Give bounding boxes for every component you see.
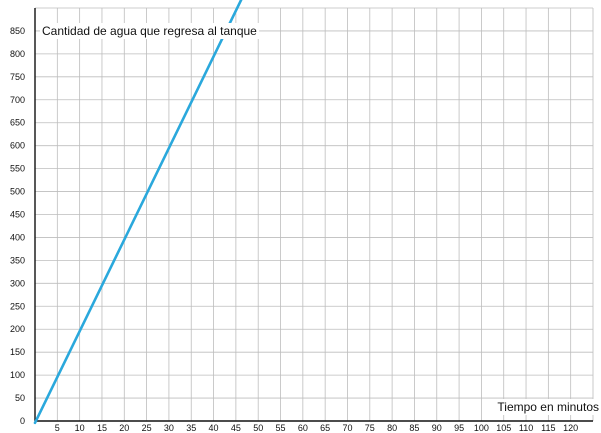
- grid-lines: [35, 7, 594, 421]
- x-tick-label: 50: [253, 423, 263, 433]
- y-tick-label: 400: [10, 232, 25, 242]
- x-tick-label: 35: [186, 423, 196, 433]
- x-tick-label: 115: [541, 423, 555, 433]
- y-tick-label: 450: [10, 210, 25, 220]
- y-tick-label: 250: [10, 301, 25, 311]
- x-axis-label-background: [495, 399, 601, 415]
- x-tick-label: 75: [365, 423, 375, 433]
- x-tick-label: 120: [563, 423, 578, 433]
- y-axis-label: Cantidad de agua que regresa al tanque: [42, 24, 257, 38]
- x-tick-label: 60: [298, 423, 308, 433]
- x-tick-label: 70: [342, 423, 352, 433]
- y-tick-labels: 0 50 100 150 200 250 300 350 400 450 500 550 600 650 7…: [10, 26, 25, 426]
- y-tick-label: 50: [15, 393, 25, 403]
- x-tick-label: 105: [496, 423, 511, 433]
- y-tick-label: 850: [10, 26, 25, 36]
- x-tick-label: 45: [231, 423, 241, 433]
- series-line: [33, 0, 243, 425]
- y-tick-label: 700: [10, 95, 25, 105]
- x-tick-label: 25: [142, 423, 152, 433]
- x-tick-label: 110: [519, 423, 533, 433]
- y-tick-label: 800: [10, 49, 25, 59]
- y-tick-label: 650: [10, 118, 25, 128]
- x-tick-label: 80: [387, 423, 397, 433]
- x-axis-label: Tiempo en minutos: [497, 400, 599, 414]
- x-tick-label: 15: [97, 423, 107, 433]
- y-axis-label-background: [40, 23, 260, 39]
- y-tick-label: 600: [10, 141, 25, 151]
- y-tick-label: 350: [10, 255, 25, 265]
- x-tick-label: 95: [454, 423, 464, 433]
- y-tick-label: 550: [10, 164, 25, 174]
- x-tick-label: 90: [432, 423, 442, 433]
- y-tick-label: 100: [10, 370, 25, 380]
- y-tick-label: 0: [20, 416, 25, 426]
- x-tick-label: 85: [409, 423, 419, 433]
- y-tick-label: 300: [10, 278, 25, 288]
- x-tick-label: 10: [75, 423, 85, 433]
- y-tick-label: 500: [10, 187, 25, 197]
- series-lines: [33, 0, 243, 425]
- x-tick-label: 30: [164, 423, 174, 433]
- y-tick-label: 750: [10, 72, 25, 82]
- x-tick-label: 100: [474, 423, 489, 433]
- x-tick-label: 20: [119, 423, 129, 433]
- y-tick-label: 150: [10, 347, 25, 357]
- x-tick-label: 5: [55, 423, 60, 433]
- x-tick-label: 65: [320, 423, 330, 433]
- y-tick-label: 200: [10, 324, 25, 334]
- x-tick-label: 40: [209, 423, 219, 433]
- x-tick-labels: 5 10 15 20 25 30 35 40 45 50 55 60 65 70 75 80 85 90 95 100…: [55, 423, 578, 433]
- x-tick-label: 55: [276, 423, 286, 433]
